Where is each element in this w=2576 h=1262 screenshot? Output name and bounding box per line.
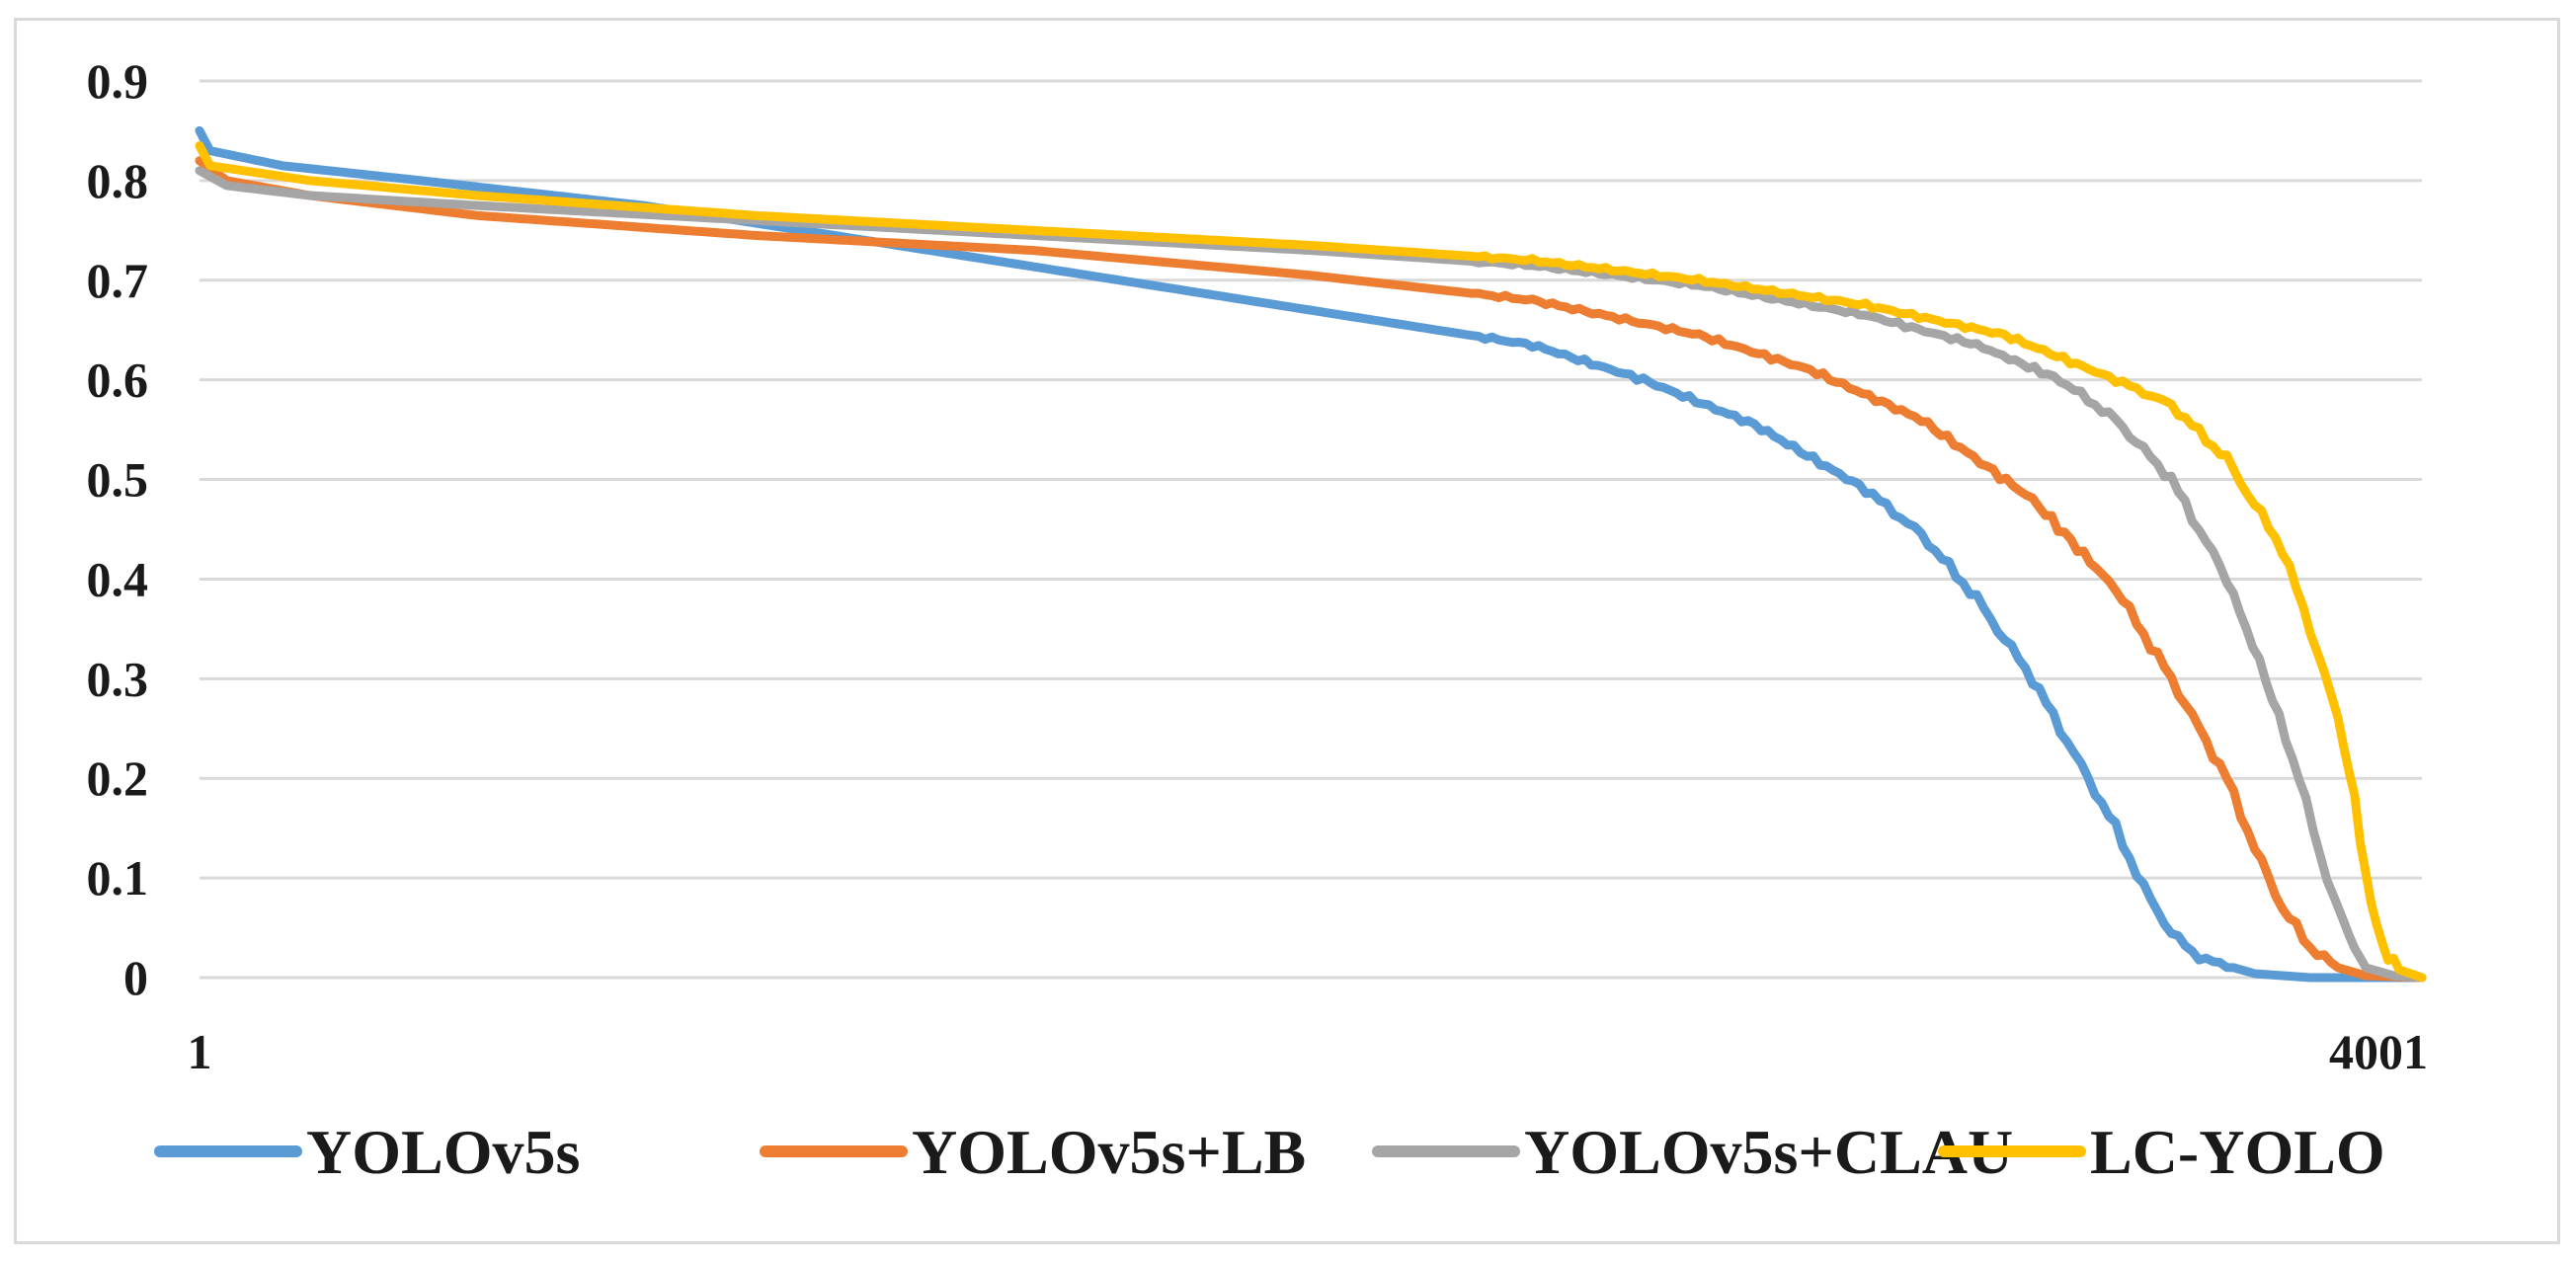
series-line bbox=[195, 125, 2427, 983]
y-tick-label: 0.7 bbox=[87, 253, 149, 308]
legend-item: LC-YOLO bbox=[1938, 1117, 2385, 1187]
chart-frame bbox=[14, 18, 2560, 1244]
legend-item: YOLOv5s+CLAU bbox=[1372, 1117, 2013, 1187]
x-axis-ticks: 1 4001 bbox=[188, 1024, 2429, 1079]
x-tick-label: 4001 bbox=[2329, 1024, 2428, 1079]
legend-item: YOLOv5s bbox=[154, 1117, 580, 1187]
y-tick-label: 0.1 bbox=[87, 850, 149, 906]
legend-label: YOLOv5s+CLAU bbox=[1524, 1117, 2013, 1187]
y-tick-label: 0 bbox=[123, 950, 148, 1005]
y-tick-label: 0.4 bbox=[87, 551, 149, 606]
legend-label: YOLOv5s bbox=[306, 1117, 580, 1187]
legend: YOLOv5s YOLOv5s+LB YOLOv5s+CLAU LC-YOLO bbox=[154, 1117, 2385, 1187]
series-line bbox=[195, 166, 2427, 983]
y-tick-label: 0.3 bbox=[87, 651, 149, 706]
series-lines bbox=[195, 125, 2427, 983]
y-tick-label: 0.5 bbox=[87, 452, 149, 508]
legend-label: LC-YOLO bbox=[2090, 1117, 2385, 1187]
series-line bbox=[195, 141, 2427, 983]
series-line bbox=[195, 156, 2427, 983]
legend-item: YOLOv5s+LB bbox=[760, 1117, 1306, 1187]
y-tick-label: 0.8 bbox=[87, 153, 149, 208]
y-tick-label: 0.2 bbox=[87, 750, 149, 806]
y-axis-ticks: 0 0.1 0.2 0.3 0.4 0.5 0.6 0.7 0.8 0.9 bbox=[87, 53, 149, 1005]
y-tick-label: 0.6 bbox=[87, 353, 149, 408]
legend-label: YOLOv5s+LB bbox=[912, 1117, 1306, 1187]
y-tick-label: 0.9 bbox=[87, 53, 149, 109]
x-tick-label: 1 bbox=[188, 1024, 212, 1079]
